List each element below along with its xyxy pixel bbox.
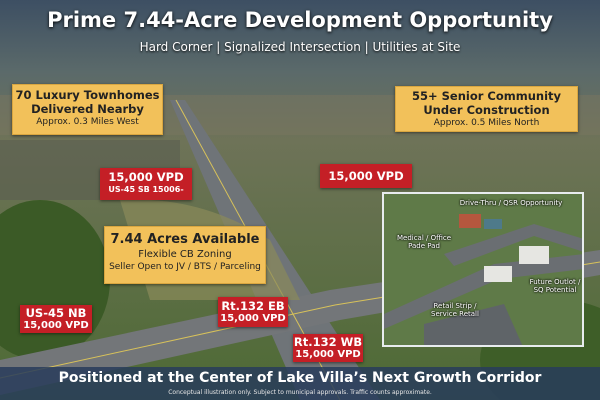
traffic-label: US-45 NB: [25, 306, 87, 320]
page-subtitle: Hard Corner | Signalized Intersection | …: [139, 40, 461, 54]
page-title: Prime 7.44-Acre Development Opportunity: [47, 8, 553, 32]
site-plan-inset: Drive-Thru / QSR Opportunity Medical / O…: [382, 192, 584, 347]
senior-callout: 55+ Senior Community Under Construction …: [395, 86, 578, 132]
traffic-count: 15,000 VPD: [295, 349, 361, 360]
site-plan-drawing: [384, 214, 582, 345]
traffic-north: 15,000 VPD: [320, 164, 412, 188]
traffic-rt132-eb: Rt.132 EB 15,000 VPD: [218, 297, 288, 327]
inset-label-medical: Medical / Office Pade Pad: [396, 234, 452, 250]
traffic-us45-sb: 15,000 VPD US-45 SB 15006-: [100, 168, 192, 200]
townhomes-heading-2: Delivered Nearby: [31, 102, 144, 116]
senior-heading-1: 55+ Senior Community: [411, 89, 562, 103]
townhomes-callout: 70 Luxury Townhomes Delivered Nearby App…: [12, 84, 163, 135]
traffic-count: 15,000 VPD: [328, 169, 404, 183]
traffic-rt132-wb: Rt.132 WB 15,000 VPD: [293, 334, 363, 362]
traffic-count: 15,000 VPD: [23, 320, 89, 331]
traffic-count: 15,000 VPD: [108, 170, 184, 184]
traffic-label: Rt.132 EB: [221, 299, 285, 313]
inset-label-qsr: Drive-Thru / QSR Opportunity: [459, 199, 563, 207]
acres-heading: 7.44 Acres Available: [110, 232, 260, 247]
footer-tagline: Positioned at the Center of Lake Villa’s…: [58, 370, 542, 386]
footer-band: [0, 367, 600, 400]
traffic-us45-nb: US-45 NB 15,000 VPD: [20, 305, 92, 333]
inset-label-outlot: Future Outlot / SQ Potential: [529, 278, 581, 294]
inset-label-retail: Retail Strip / Service Retall: [431, 302, 479, 318]
footer-disclaimer: Conceptual illustration only. Subject to…: [168, 389, 432, 396]
senior-detail: Approx. 0.5 Miles North: [433, 118, 540, 128]
senior-heading-2: Under Construction: [423, 103, 550, 117]
acres-zoning: Flexible CB Zoning: [138, 249, 232, 260]
townhomes-heading-1: 70 Luxury Townhomes: [15, 88, 160, 102]
acres-callout: 7.44 Acres Available Flexible CB Zoning …: [104, 226, 266, 284]
townhomes-detail: Approx. 0.3 Miles West: [36, 117, 139, 127]
traffic-count: 15,000 VPD: [220, 313, 286, 324]
traffic-label: US-45 SB 15006-: [108, 185, 184, 194]
traffic-label: Rt.132 WB: [293, 335, 363, 349]
acres-seller: Seller Open to JV / BTS / Parceling: [109, 262, 261, 272]
